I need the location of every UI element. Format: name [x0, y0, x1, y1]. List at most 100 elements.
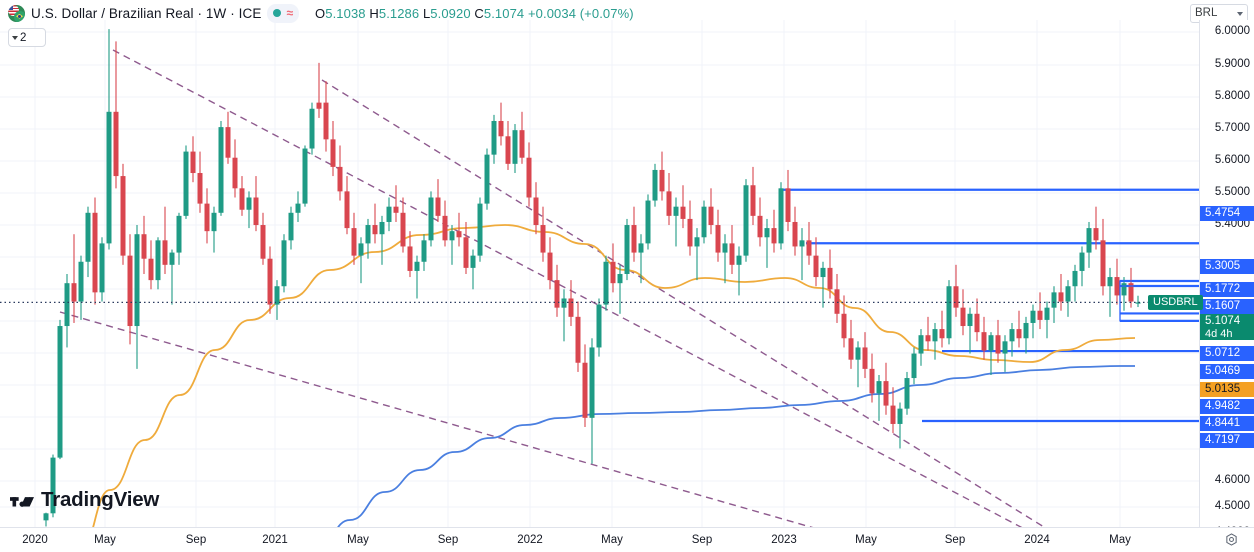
symbol-title[interactable]: U.S. Dollar / Brazilian Real · 1W · ICE — [31, 5, 262, 21]
ohlc-close-value: 5.1074 — [483, 5, 525, 21]
price-level-value: 5.3005 — [1205, 260, 1241, 272]
candle — [99, 237, 105, 302]
candle — [57, 319, 63, 460]
price-level-value: 5.0712 — [1205, 347, 1241, 359]
time-tick: 2023 — [771, 534, 797, 546]
candle — [365, 218, 371, 259]
candle — [92, 197, 98, 305]
price-level-value: 5.0135 — [1205, 383, 1241, 395]
candle — [841, 295, 847, 348]
candle — [281, 234, 287, 293]
candle — [666, 173, 672, 226]
candle — [1100, 218, 1106, 296]
candle — [855, 341, 861, 388]
candle — [981, 316, 987, 360]
candle — [505, 120, 511, 170]
price-level-label[interactable]: 5.4754 — [1200, 206, 1254, 221]
price-level-label[interactable]: 5.1607 — [1200, 299, 1254, 314]
ohlc-high-label: H — [369, 5, 379, 21]
price-tick: 5.9000 — [1214, 58, 1250, 70]
candle — [701, 200, 707, 244]
candle — [869, 353, 875, 403]
candle — [1037, 292, 1043, 330]
chart-plot-area[interactable] — [0, 20, 1200, 528]
price-scale[interactable]: 6.0000 5.9000 5.8000 5.7000 5.6000 5.5000 5.40… — [1199, 20, 1254, 528]
ohlc-open-value: 5.1038 — [325, 5, 366, 21]
candle — [918, 329, 924, 366]
price-tick: 5.8000 — [1214, 90, 1250, 102]
market-status-pill[interactable]: ≈ — [267, 3, 300, 23]
candle — [533, 182, 539, 235]
candle — [400, 197, 406, 253]
time-tick: 2022 — [517, 534, 543, 546]
candle — [43, 512, 49, 527]
market-open-dot-icon — [273, 9, 282, 17]
timescale-settings-icon[interactable] — [1225, 533, 1238, 546]
price-level-value: 5.0469 — [1205, 365, 1241, 377]
candle — [890, 387, 896, 434]
candle — [757, 197, 763, 247]
price-level-label[interactable]: 4.7197 — [1200, 433, 1254, 448]
price-level-label[interactable]: 5.3005 — [1200, 259, 1254, 274]
time-tick: Sep — [691, 534, 713, 546]
price-level-label[interactable]: 5.0469 — [1200, 364, 1254, 379]
candle — [85, 206, 91, 278]
candle — [246, 191, 252, 229]
candle — [484, 148, 490, 210]
candle — [260, 212, 266, 265]
candle — [1072, 264, 1078, 302]
upper-descending-channel — [112, 49, 1025, 528]
candle — [904, 371, 910, 415]
candle — [799, 228, 805, 281]
candle — [736, 246, 742, 296]
candle — [134, 225, 140, 369]
candle — [1093, 206, 1099, 250]
candle — [995, 319, 1001, 363]
candle — [288, 206, 294, 250]
candle — [358, 237, 364, 284]
candle — [568, 280, 574, 327]
price-level-label[interactable]: 5.1772 — [1200, 282, 1254, 297]
candle — [645, 194, 651, 250]
candle — [449, 225, 455, 265]
price-tick: 4.6000 — [1214, 474, 1250, 486]
candle — [708, 188, 714, 235]
candle — [596, 298, 602, 357]
chart-legend: U.S. Dollar / Brazilian Real · 1W · ICE … — [8, 2, 634, 24]
price-level-label[interactable]: 4.9482 — [1200, 399, 1254, 414]
ohlc-low-label: L — [422, 5, 431, 21]
candle — [820, 261, 826, 308]
price-level-label[interactable]: 4.8441 — [1200, 416, 1254, 431]
price-level-label[interactable]: 5.0135 — [1200, 382, 1254, 397]
candle — [974, 298, 980, 342]
price-level-value: 5.1074 — [1205, 315, 1241, 327]
candle — [771, 209, 777, 253]
measure-box — [1119, 280, 1200, 322]
candle — [435, 179, 441, 222]
lower-descending-channel — [59, 311, 817, 528]
time-tick: May — [94, 534, 116, 546]
candle — [673, 197, 679, 247]
candle — [50, 454, 56, 518]
candle — [302, 145, 308, 207]
candle — [253, 176, 259, 232]
candle — [617, 264, 623, 314]
candle — [946, 280, 952, 345]
current-price-label[interactable]: 5.1074 4d 4h — [1200, 314, 1254, 340]
time-scale[interactable]: 2020 May Sep 2021 May Sep 2022 May Sep 2023 May Sep… — [0, 527, 1254, 552]
candle — [680, 185, 686, 229]
price-tick: 5.6000 — [1214, 154, 1250, 166]
time-tick: Sep — [944, 534, 966, 546]
candle — [295, 191, 301, 222]
candle — [78, 255, 84, 320]
candle — [141, 215, 147, 274]
candle — [911, 347, 917, 385]
time-tick: May — [347, 534, 369, 546]
candle — [155, 237, 161, 290]
candle — [547, 237, 553, 290]
legend-collapse-badge[interactable]: 2 — [8, 28, 46, 47]
candle — [337, 145, 343, 201]
price-level-value: 4.9482 — [1205, 400, 1241, 412]
price-level-label[interactable]: 5.0712 — [1200, 346, 1254, 361]
candle — [582, 344, 588, 428]
